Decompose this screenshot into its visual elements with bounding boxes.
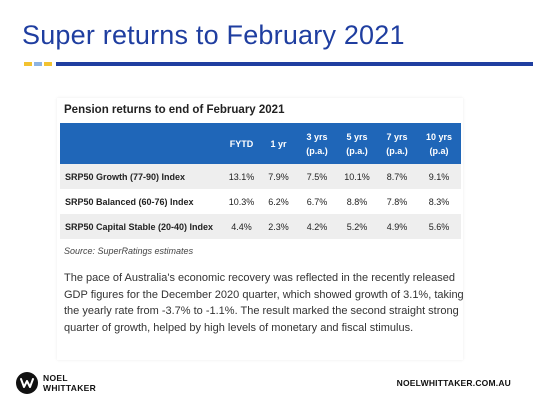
header-cell-5yrs: 5 yrs (p.a.) bbox=[346, 131, 368, 156]
table-cell: 5.2% bbox=[346, 221, 368, 232]
table-header-row: FYTD 1 yr 3 yrs (p.a.) 5 yrs (p.a.) 7 yrs(… bbox=[60, 123, 461, 164]
logo-icon bbox=[16, 372, 38, 394]
table-cell: 13.1% bbox=[228, 171, 255, 182]
logo-text-line2: WHITTAKER bbox=[43, 383, 97, 393]
header-cell-label bbox=[60, 123, 223, 164]
table-cell: 7.8% bbox=[386, 196, 408, 207]
accent-square-blue bbox=[34, 62, 42, 66]
content-panel bbox=[57, 98, 463, 360]
table-cell: 8.3% bbox=[428, 196, 450, 207]
website-url: NOELWHITTAKER.COM.AU bbox=[396, 378, 511, 388]
table-row: SRP50 Balanced (60-76) Index 10.3% 6.2% … bbox=[60, 189, 461, 214]
table-cell: 2.3% bbox=[268, 221, 289, 232]
table-cell: 7.5% bbox=[306, 171, 328, 182]
row-label: SRP50 Balanced (60-76) Index bbox=[65, 196, 194, 207]
source-note: Source: SuperRatings estimates bbox=[64, 246, 194, 256]
table-cell: 8.7% bbox=[386, 171, 408, 182]
table-cell: 7.9% bbox=[268, 171, 289, 182]
table-cell: 6.2% bbox=[268, 196, 289, 207]
accent-square-yellow-2 bbox=[44, 62, 52, 66]
table-cell: 6.7% bbox=[306, 196, 328, 207]
row-label: SRP50 Growth (77-90) Index bbox=[65, 171, 186, 182]
table-cell: 4.2% bbox=[306, 221, 328, 232]
header-cell-3yrs: 3 yrs (p.a.) bbox=[306, 131, 328, 156]
slide-title: Super returns to February 2021 bbox=[22, 20, 405, 50]
header-cell-1yr: 1 yr bbox=[270, 138, 287, 149]
title-underline bbox=[56, 62, 533, 66]
header-cell-10yrs: 10 yrs (p.a) bbox=[425, 131, 453, 156]
table-cell: 10.1% bbox=[344, 171, 370, 182]
table-cell: 8.8% bbox=[346, 196, 368, 207]
table-cell: 5.6% bbox=[428, 221, 450, 232]
logo-text-line1: NOEL bbox=[43, 373, 68, 383]
row-label: SRP50 Capital Stable (20-40) Index bbox=[65, 221, 214, 232]
table-cell: 4.4% bbox=[231, 221, 252, 232]
table-title: Pension returns to end of February 2021 bbox=[64, 104, 285, 116]
table-row: SRP50 Growth (77-90) Index 13.1% 7.9% 7.… bbox=[60, 164, 461, 189]
header-cell-7yrs: 7 yrs (p.a.) bbox=[386, 131, 408, 156]
accent-square-yellow bbox=[24, 62, 32, 66]
table-cell: 4.9% bbox=[386, 221, 408, 232]
table-cell: 9.1% bbox=[428, 171, 450, 182]
header-cell-fytd: FYTD bbox=[229, 138, 254, 149]
body-paragraph: The pace of Australia's economic recover… bbox=[64, 272, 464, 334]
returns-table: FYTD 1 yr 3 yrs (p.a.) 5 yrs (p.a.) 7 yrs(… bbox=[60, 123, 461, 239]
table-cell: 10.3% bbox=[228, 196, 255, 207]
table-row: SRP50 Capital Stable (20-40) Index 4.4% … bbox=[60, 214, 461, 239]
